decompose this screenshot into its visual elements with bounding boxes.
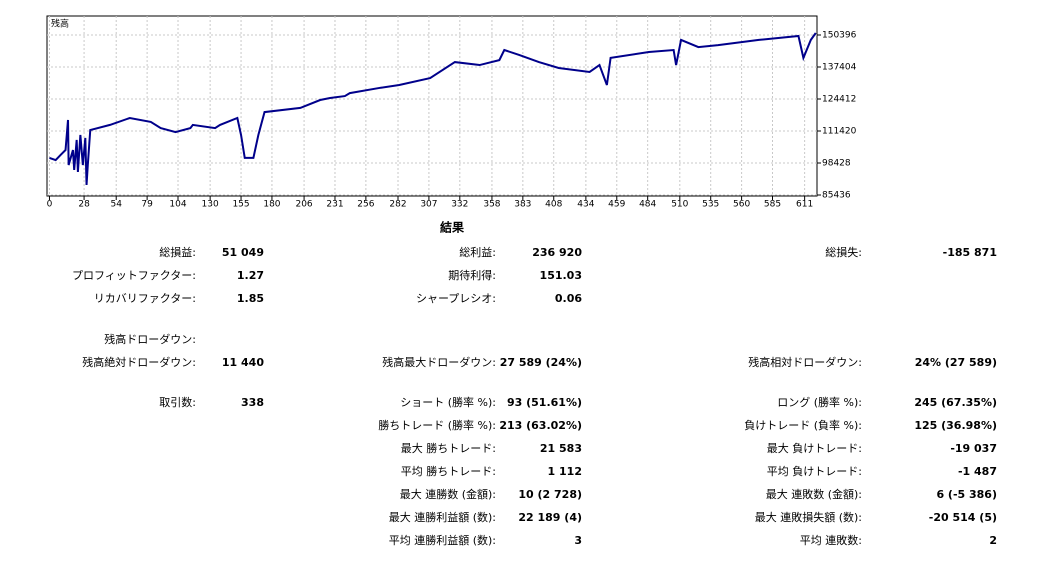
stat-label: シャープレシオ:: [416, 292, 496, 305]
stat-value: 1 112: [548, 465, 582, 478]
y-tick-label: 85436: [822, 191, 851, 201]
x-tick-label: 54: [110, 200, 122, 210]
stat-value: 338: [241, 396, 264, 409]
stat-label: 総損益:: [159, 245, 196, 259]
stat-label: 総損失:: [825, 245, 862, 259]
stat-label: 総利益:: [459, 245, 496, 259]
stat-value: 151.03: [540, 269, 582, 282]
x-tick-label: 611: [796, 200, 813, 210]
stat-label: ロング (勝率 %):: [777, 395, 862, 409]
stat-value: 51 049: [222, 246, 264, 259]
stat-label: 残高絶対ドローダウン:: [82, 355, 196, 369]
stat-value: 10 (2 728): [518, 488, 582, 501]
stat-value: 3: [574, 534, 582, 547]
stat-label: 平均 連敗数:: [800, 533, 862, 547]
stat-value: 1.85: [237, 292, 264, 305]
x-tick-label: 0: [47, 200, 53, 210]
stat-label: 残高相対ドローダウン:: [748, 355, 862, 369]
stat-label: 残高ドローダウン:: [104, 332, 196, 346]
x-tick-label: 535: [702, 200, 719, 210]
stat-value: 11 440: [222, 356, 264, 369]
stat-value: 2: [989, 534, 997, 547]
stat-label: 最大 連敗損失額 (数):: [755, 510, 862, 524]
stat-value: 1.27: [237, 269, 264, 282]
x-tick-label: 358: [483, 200, 500, 210]
y-tick-label: 137404: [822, 63, 857, 73]
stat-label: 平均 勝ちトレード:: [401, 464, 496, 478]
stat-value: 0.06: [555, 292, 582, 305]
x-tick-label: 459: [608, 200, 625, 210]
stat-label: リカバリファクター:: [94, 292, 196, 305]
y-tick-label: 111420: [822, 127, 857, 137]
x-tick-label: 307: [420, 200, 437, 210]
stat-label: 最大 負けトレード:: [767, 441, 862, 455]
x-tick-label: 332: [451, 200, 468, 210]
stat-value: -19 037: [950, 442, 997, 455]
y-tick-label: 124412: [822, 95, 856, 105]
x-tick-label: 408: [545, 200, 562, 210]
balance-line: [49, 32, 817, 186]
stat-label: プロフィットファクター:: [72, 269, 196, 282]
x-tick-label: 130: [202, 200, 219, 210]
x-tick-label: 560: [733, 200, 750, 210]
stat-value: 6 (-5 386): [936, 488, 997, 501]
stat-value: 27 589 (24%): [500, 356, 582, 369]
x-tick-label: 585: [764, 200, 781, 210]
stat-value: 125 (36.98%): [914, 419, 997, 432]
stat-value: -185 871: [943, 246, 997, 259]
x-tick-label: 510: [671, 200, 688, 210]
plot-frame: [46, 15, 818, 197]
x-tick-label: 383: [514, 200, 531, 210]
x-tick-label: 231: [326, 200, 343, 210]
stat-label: 最大 連勝数 (金額):: [400, 487, 496, 501]
stat-label: 期待利得:: [448, 268, 496, 282]
stat-label: 平均 負けトレード:: [767, 465, 862, 478]
stat-value: 236 920: [532, 246, 582, 259]
stat-label: 最大 連勝利益額 (数):: [389, 510, 496, 524]
x-tick-label: 180: [263, 200, 280, 210]
x-tick-label: 282: [389, 200, 406, 210]
stat-value: 21 583: [540, 442, 582, 455]
stat-value: -1 487: [958, 465, 997, 478]
x-tick-label: 434: [577, 200, 594, 210]
stat-label: 取引数:: [159, 395, 196, 409]
x-tick-label: 28: [78, 200, 90, 210]
stat-value: 93 (51.61%): [507, 396, 582, 409]
stat-value: 245 (67.35%): [914, 396, 997, 409]
y-tick-label: 150396: [822, 31, 857, 41]
stat-value: 22 189 (4): [518, 511, 582, 524]
stat-label: 勝ちトレード (勝率 %):: [378, 418, 496, 432]
y-tick-label: 98428: [822, 159, 851, 169]
stat-value: -20 514 (5): [929, 511, 997, 524]
x-tick-label: 484: [639, 200, 656, 210]
chart-title: 残高: [51, 18, 69, 30]
stat-label: 残高最大ドローダウン:: [382, 355, 496, 369]
stat-value: 213 (63.02%): [499, 419, 582, 432]
stat-label: 最大 連敗数 (金額):: [766, 487, 862, 501]
stat-label: 最大 勝ちトレード:: [401, 441, 496, 455]
x-tick-label: 256: [357, 200, 374, 210]
stat-label: ショート (勝率 %):: [400, 395, 496, 409]
x-tick-label: 79: [141, 200, 153, 210]
x-tick-label: 104: [169, 200, 186, 210]
x-tick-label: 155: [232, 200, 249, 210]
x-tick-label: 206: [295, 200, 312, 210]
stat-value: 24% (27 589): [915, 356, 997, 369]
stat-label: 平均 連勝利益額 (数):: [389, 533, 496, 547]
stat-label: 負けトレード (負率 %):: [744, 418, 862, 432]
report-title: 結果: [440, 220, 464, 235]
